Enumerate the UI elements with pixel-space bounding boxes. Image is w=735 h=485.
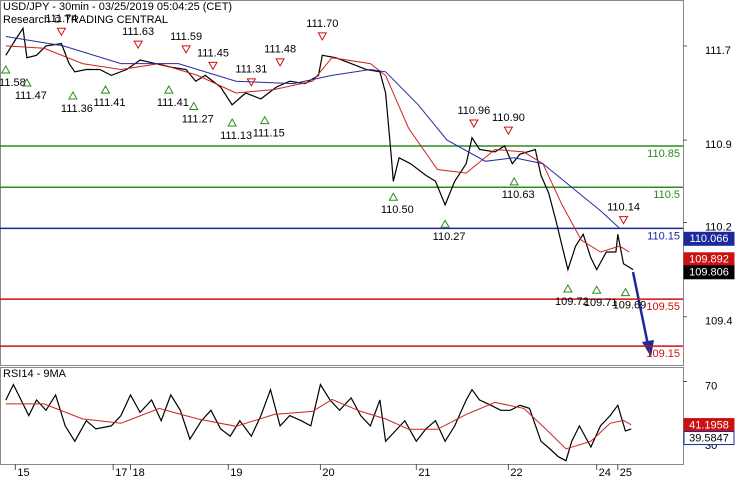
arrow-head bbox=[642, 340, 654, 357]
low-marker bbox=[563, 284, 573, 293]
low-marker bbox=[591, 285, 602, 294]
high-label: 111.31 bbox=[235, 64, 267, 76]
x-tick-label: 24 bbox=[599, 467, 611, 479]
arrow-shaft bbox=[631, 271, 650, 346]
level-label: 109.55 bbox=[646, 301, 680, 313]
x-tick-label: 17 bbox=[115, 467, 127, 479]
high-label: 111.59 bbox=[170, 31, 202, 43]
x-tick-label: 20 bbox=[322, 467, 334, 479]
low-marker bbox=[440, 219, 450, 228]
low-label: 110.63 bbox=[502, 189, 535, 201]
low-label: 109.72 bbox=[555, 296, 589, 308]
rsi-panel bbox=[0, 367, 684, 465]
low-label: 111.41 bbox=[94, 97, 126, 109]
value-tag bbox=[683, 265, 735, 280]
value-tag-label: 110.066 bbox=[690, 233, 729, 245]
low-label: 111.27 bbox=[182, 113, 214, 125]
low-marker bbox=[100, 85, 111, 94]
value-tag-label: 109.892 bbox=[689, 254, 729, 266]
series-line bbox=[5, 26, 634, 272]
value-tag-label: 41.1958 bbox=[689, 419, 729, 431]
level-label: 109.15 bbox=[646, 348, 680, 360]
low-label: 109.71 bbox=[584, 297, 618, 309]
level-label: 110.15 bbox=[647, 230, 680, 242]
high-marker bbox=[503, 126, 514, 136]
value-tag bbox=[683, 431, 735, 446]
chart-subtitle: Research © TRADING CENTRAL bbox=[3, 14, 168, 26]
y-tick-label: 111.7 bbox=[705, 45, 731, 57]
chart-title: USD/JPY - 30min - 03/25/2019 05:04:25 (C… bbox=[3, 1, 232, 13]
x-tick-label: 19 bbox=[230, 467, 242, 479]
low-label: 111.41 bbox=[157, 97, 189, 109]
low-label: 110.27 bbox=[433, 231, 466, 243]
y-tick-label: 110.9 bbox=[705, 139, 732, 151]
x-tick-label: 22 bbox=[510, 467, 522, 479]
value-tag-label: 109.806 bbox=[689, 267, 729, 279]
low-label: 111.58 bbox=[0, 77, 26, 89]
high-label: 111.63 bbox=[122, 26, 154, 38]
high-marker bbox=[133, 40, 143, 50]
high-marker bbox=[181, 45, 191, 54]
level-label: 110.5 bbox=[653, 189, 680, 201]
low-marker bbox=[227, 118, 238, 127]
high-marker bbox=[469, 119, 479, 129]
x-tick-label: 21 bbox=[418, 467, 430, 479]
high-marker bbox=[246, 78, 257, 87]
high-label: 111.74 bbox=[45, 13, 77, 25]
level-label: 110.85 bbox=[647, 148, 680, 160]
low-label: 109.69 bbox=[613, 299, 647, 311]
low-label: 111.47 bbox=[15, 90, 47, 102]
high-marker bbox=[317, 32, 328, 41]
y-tick-label: 110.2 bbox=[705, 221, 732, 233]
low-marker bbox=[0, 65, 11, 74]
low-label: 111.15 bbox=[253, 128, 285, 140]
low-marker bbox=[259, 115, 270, 125]
x-tick-label: 25 bbox=[620, 467, 632, 479]
high-label: 111.45 bbox=[197, 47, 229, 59]
low-marker bbox=[21, 77, 32, 87]
low-marker bbox=[620, 287, 631, 297]
y-tick-label: 70 bbox=[705, 380, 717, 392]
series-line bbox=[5, 45, 630, 253]
low-label: 111.13 bbox=[220, 130, 252, 142]
low-label: 110.50 bbox=[381, 204, 414, 216]
high-label: 110.96 bbox=[457, 105, 490, 117]
price-panel bbox=[0, 0, 684, 366]
value-tag bbox=[683, 231, 735, 246]
rsi-title: RSI14 - 9MA bbox=[3, 368, 67, 380]
low-label: 111.36 bbox=[61, 103, 93, 115]
high-label: 111.48 bbox=[264, 44, 296, 56]
value-tag-label: 39.5847 bbox=[689, 432, 729, 444]
high-marker bbox=[208, 61, 218, 71]
series-line bbox=[5, 398, 632, 450]
projection-arrow bbox=[631, 271, 654, 357]
low-marker bbox=[388, 192, 399, 201]
low-marker bbox=[163, 85, 174, 94]
series-line bbox=[5, 36, 621, 229]
high-label: 111.70 bbox=[306, 18, 338, 30]
low-marker bbox=[188, 101, 199, 111]
low-marker bbox=[509, 176, 520, 186]
high-marker bbox=[618, 216, 629, 225]
x-tick-label: 18 bbox=[132, 467, 144, 479]
high-marker bbox=[275, 58, 285, 67]
high-label: 110.90 bbox=[492, 112, 525, 124]
low-marker bbox=[68, 90, 78, 100]
x-tick-label: 15 bbox=[17, 467, 29, 479]
high-marker bbox=[56, 27, 67, 37]
y-tick-label: 109.4 bbox=[705, 316, 733, 328]
high-label: 110.14 bbox=[607, 202, 640, 214]
